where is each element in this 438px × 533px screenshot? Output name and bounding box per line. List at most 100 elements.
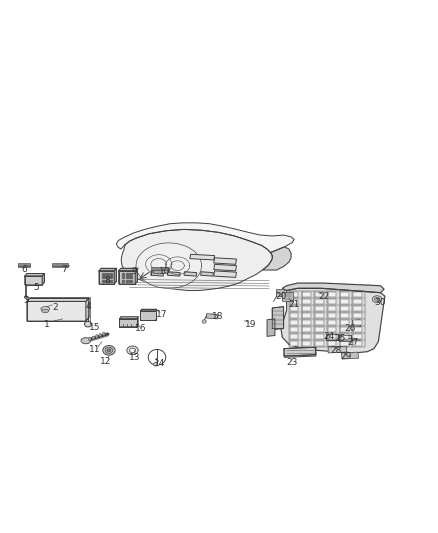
Polygon shape — [136, 243, 201, 288]
Polygon shape — [284, 348, 316, 356]
Ellipse shape — [24, 296, 28, 298]
Polygon shape — [130, 280, 132, 282]
Ellipse shape — [107, 349, 111, 352]
Polygon shape — [190, 254, 215, 260]
Polygon shape — [121, 229, 272, 290]
Text: 23: 23 — [286, 358, 298, 367]
Polygon shape — [267, 319, 275, 336]
Text: 17: 17 — [155, 310, 167, 319]
Polygon shape — [130, 272, 132, 275]
Polygon shape — [110, 272, 113, 275]
Polygon shape — [119, 271, 135, 284]
Polygon shape — [290, 327, 298, 332]
Polygon shape — [326, 334, 338, 340]
Polygon shape — [201, 272, 213, 276]
Polygon shape — [151, 272, 163, 276]
Ellipse shape — [81, 338, 91, 344]
Polygon shape — [315, 334, 324, 339]
Polygon shape — [340, 292, 349, 297]
Polygon shape — [302, 327, 311, 332]
Polygon shape — [119, 268, 138, 271]
Polygon shape — [152, 270, 164, 272]
Polygon shape — [184, 272, 197, 276]
Polygon shape — [214, 264, 237, 271]
Text: 16: 16 — [134, 324, 146, 333]
Polygon shape — [339, 335, 351, 341]
Polygon shape — [120, 319, 137, 327]
Polygon shape — [290, 292, 298, 297]
Ellipse shape — [42, 309, 49, 313]
Polygon shape — [302, 299, 311, 304]
Polygon shape — [328, 346, 346, 353]
Text: 18: 18 — [212, 312, 224, 321]
Polygon shape — [25, 273, 44, 276]
Polygon shape — [315, 327, 324, 332]
Polygon shape — [290, 320, 298, 325]
Text: 3: 3 — [23, 296, 29, 305]
Ellipse shape — [127, 346, 138, 354]
Polygon shape — [135, 268, 138, 284]
Polygon shape — [328, 292, 336, 297]
Polygon shape — [110, 280, 113, 282]
Polygon shape — [353, 320, 362, 325]
Polygon shape — [126, 276, 128, 278]
Polygon shape — [302, 292, 311, 297]
Polygon shape — [353, 341, 362, 346]
Polygon shape — [18, 263, 30, 265]
Polygon shape — [328, 313, 336, 318]
Ellipse shape — [95, 335, 98, 338]
Polygon shape — [302, 306, 311, 311]
Polygon shape — [214, 258, 237, 264]
Polygon shape — [18, 265, 30, 268]
Ellipse shape — [372, 296, 382, 303]
Text: 25: 25 — [335, 334, 346, 343]
Ellipse shape — [92, 336, 95, 340]
Polygon shape — [302, 313, 311, 318]
Polygon shape — [102, 276, 105, 278]
Text: 27: 27 — [348, 338, 359, 348]
Polygon shape — [353, 327, 362, 332]
Text: 20: 20 — [276, 292, 287, 301]
Polygon shape — [283, 292, 293, 302]
Polygon shape — [340, 320, 349, 325]
Polygon shape — [110, 276, 113, 278]
Polygon shape — [315, 306, 324, 311]
Polygon shape — [151, 268, 169, 270]
Polygon shape — [27, 302, 86, 321]
Polygon shape — [315, 341, 324, 346]
Polygon shape — [302, 341, 311, 346]
Text: 24: 24 — [323, 332, 335, 341]
Text: 4: 4 — [85, 302, 91, 311]
Text: 9: 9 — [131, 267, 137, 276]
Polygon shape — [102, 280, 105, 282]
Ellipse shape — [41, 306, 49, 311]
Polygon shape — [141, 309, 157, 311]
Polygon shape — [122, 276, 124, 278]
Polygon shape — [328, 327, 336, 332]
Polygon shape — [340, 313, 349, 318]
Polygon shape — [315, 313, 324, 318]
Polygon shape — [352, 338, 361, 344]
Text: 6: 6 — [21, 265, 27, 274]
Polygon shape — [272, 306, 284, 330]
Polygon shape — [217, 272, 230, 276]
Ellipse shape — [102, 332, 105, 335]
Polygon shape — [114, 268, 117, 284]
Ellipse shape — [103, 345, 115, 355]
Polygon shape — [126, 280, 128, 282]
Polygon shape — [27, 298, 89, 302]
Polygon shape — [340, 334, 349, 339]
Text: 1: 1 — [44, 320, 49, 329]
Polygon shape — [99, 271, 114, 284]
Polygon shape — [290, 299, 298, 304]
Polygon shape — [281, 288, 385, 353]
Polygon shape — [302, 334, 311, 339]
Polygon shape — [99, 268, 117, 271]
Polygon shape — [315, 299, 324, 304]
Polygon shape — [276, 289, 284, 296]
Polygon shape — [352, 320, 361, 328]
Polygon shape — [353, 292, 362, 297]
Polygon shape — [290, 313, 298, 318]
Polygon shape — [117, 223, 294, 253]
Polygon shape — [341, 352, 359, 359]
